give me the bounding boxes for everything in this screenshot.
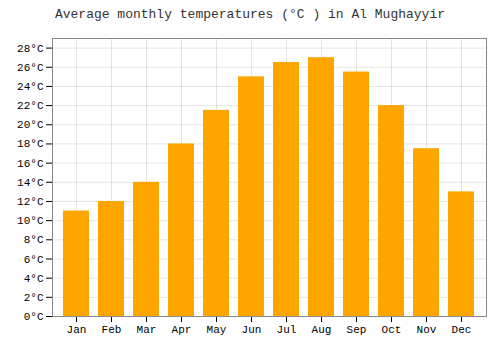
svg-text:Dec: Dec <box>452 324 472 336</box>
svg-text:14°C: 14°C <box>17 177 44 189</box>
svg-text:Jun: Jun <box>242 324 262 336</box>
svg-text:16°C: 16°C <box>17 158 44 170</box>
svg-text:0°C: 0°C <box>24 311 44 323</box>
svg-text:20°C: 20°C <box>17 119 44 131</box>
svg-text:2°C: 2°C <box>24 292 44 304</box>
html-text:Average monthly temperatures (: Average monthly temperatures (°C ) in Al… <box>55 7 445 22</box>
svg-text:Nov: Nov <box>417 324 437 336</box>
svg-text:18°C: 18°C <box>17 138 44 150</box>
svg-text:Mar: Mar <box>137 324 157 336</box>
svg-text:Oct: Oct <box>382 324 402 336</box>
svg-text:Sep: Sep <box>347 324 367 336</box>
svg-text:Feb: Feb <box>102 324 122 336</box>
svg-text:6°C: 6°C <box>24 254 44 266</box>
svg-text:Apr: Apr <box>172 324 192 336</box>
svg-text:28°C: 28°C <box>17 43 44 55</box>
svg-text:24°C: 24°C <box>17 81 44 93</box>
svg-text:26°C: 26°C <box>17 62 44 74</box>
svg-text:Jul: Jul <box>277 324 297 336</box>
svg-text:Aug: Aug <box>312 324 332 336</box>
svg-text:10°C: 10°C <box>17 215 44 227</box>
svg-text:8°C: 8°C <box>24 234 44 246</box>
svg-text:4°C: 4°C <box>24 273 44 285</box>
svg-text:22°C: 22°C <box>17 100 44 112</box>
svg-text:12°C: 12°C <box>17 196 44 208</box>
svg-text:Jan: Jan <box>67 324 87 336</box>
svg-text:May: May <box>207 324 227 336</box>
